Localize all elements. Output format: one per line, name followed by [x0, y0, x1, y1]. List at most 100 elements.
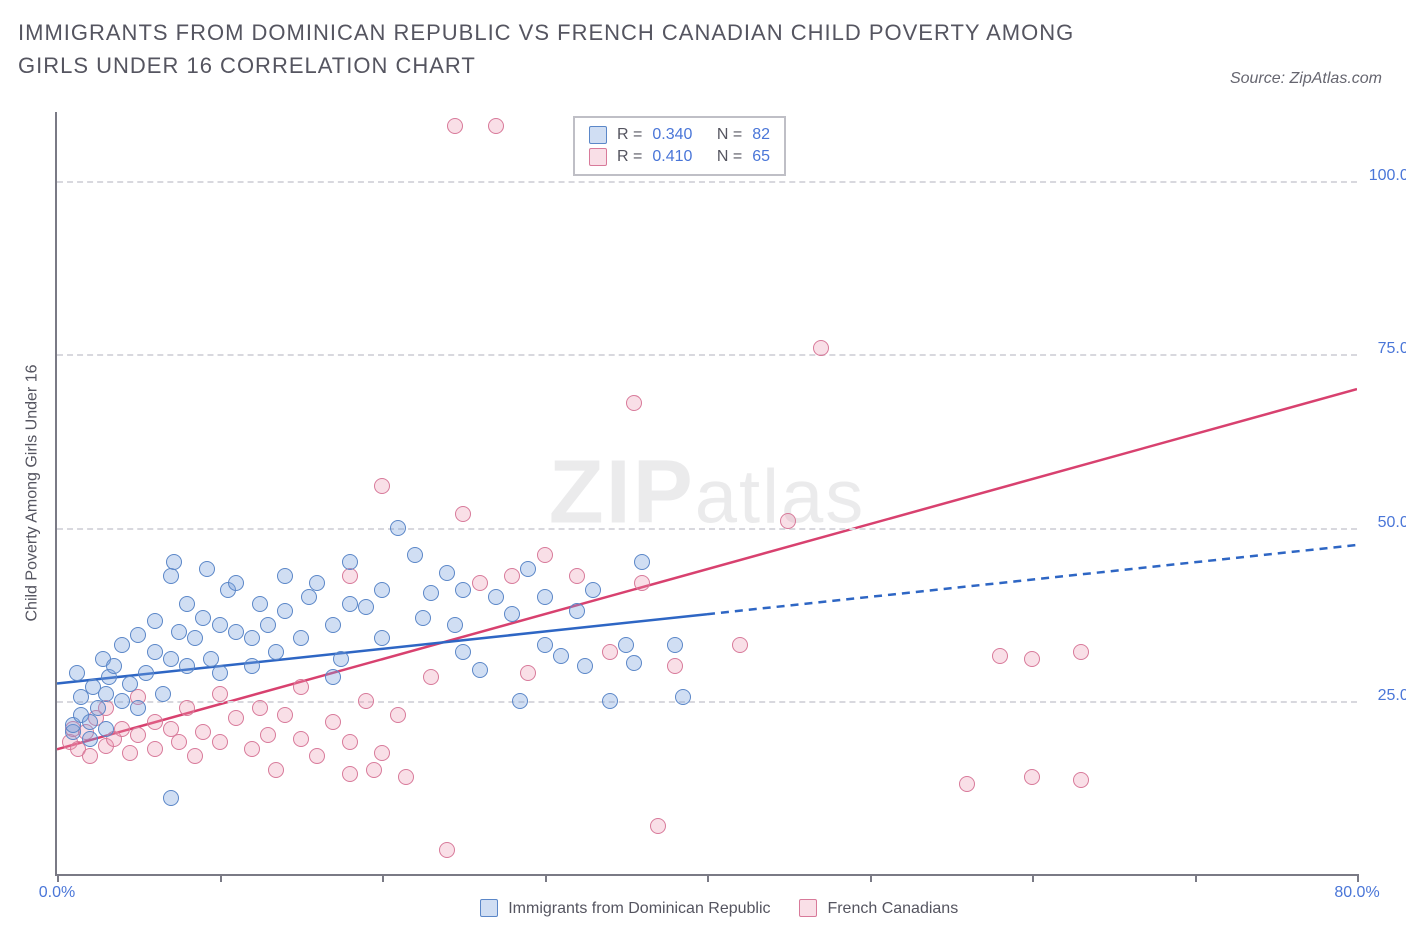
- data-point-b: [569, 568, 585, 584]
- data-point-a: [114, 637, 130, 653]
- data-point-b: [122, 745, 138, 761]
- data-point-b: [244, 741, 260, 757]
- data-point-a: [634, 554, 650, 570]
- data-point-b: [634, 575, 650, 591]
- data-point-b: [260, 727, 276, 743]
- data-point-a: [252, 596, 268, 612]
- data-point-a: [602, 693, 618, 709]
- data-point-b: [358, 693, 374, 709]
- x-tick-label: 80.0%: [1334, 884, 1379, 902]
- data-point-a: [675, 689, 691, 705]
- data-point-b: [277, 707, 293, 723]
- data-point-b: [992, 648, 1008, 664]
- x-tick: [57, 874, 59, 882]
- data-point-b: [447, 118, 463, 134]
- data-point-b: [293, 731, 309, 747]
- data-point-b: [342, 568, 358, 584]
- data-point-a: [90, 700, 106, 716]
- data-point-b: [537, 547, 553, 563]
- y-axis-label: Child Poverty Among Girls Under 16: [16, 112, 48, 874]
- data-point-b: [212, 686, 228, 702]
- data-point-a: [277, 603, 293, 619]
- x-tick-label: 0.0%: [39, 884, 75, 902]
- grid-line: [57, 181, 1357, 183]
- legend-stats-row-b: R = 0.410 N = 65: [589, 146, 770, 168]
- data-point-b: [268, 762, 284, 778]
- legend-bottom-swatch-b: [799, 899, 817, 917]
- data-point-a: [69, 665, 85, 681]
- y-tick-label: 50.0%: [1363, 514, 1406, 532]
- data-point-b: [650, 818, 666, 834]
- data-point-b: [1073, 644, 1089, 660]
- data-point-a: [163, 790, 179, 806]
- data-point-a: [537, 637, 553, 653]
- data-point-a: [228, 624, 244, 640]
- data-point-b: [780, 513, 796, 529]
- data-point-a: [138, 665, 154, 681]
- data-point-a: [244, 658, 260, 674]
- data-point-b: [212, 734, 228, 750]
- data-point-b: [504, 568, 520, 584]
- data-point-a: [342, 596, 358, 612]
- data-point-b: [147, 741, 163, 757]
- data-point-a: [187, 630, 203, 646]
- grid-line: [57, 528, 1357, 530]
- data-point-b: [114, 721, 130, 737]
- data-point-a: [130, 627, 146, 643]
- data-point-a: [553, 648, 569, 664]
- data-point-b: [293, 679, 309, 695]
- data-point-b: [171, 734, 187, 750]
- y-tick-label: 100.0%: [1363, 167, 1406, 185]
- data-point-a: [512, 693, 528, 709]
- data-point-a: [618, 637, 634, 653]
- legend-bottom-label-b: French Canadians: [827, 900, 958, 917]
- data-point-a: [106, 658, 122, 674]
- data-point-b: [195, 724, 211, 740]
- legend-bottom-label-a: Immigrants from Dominican Republic: [508, 900, 770, 917]
- data-point-a: [98, 721, 114, 737]
- data-point-a: [455, 644, 471, 660]
- data-point-a: [82, 731, 98, 747]
- legend-bottom: Immigrants from Dominican Republic Frenc…: [57, 899, 1357, 918]
- data-point-b: [374, 478, 390, 494]
- data-point-b: [252, 700, 268, 716]
- data-point-b: [82, 748, 98, 764]
- legend-swatch-b: [589, 148, 607, 166]
- data-point-b: [342, 766, 358, 782]
- data-point-a: [325, 617, 341, 633]
- legend-stats: R = 0.340 N = 82 R = 0.410 N = 65: [573, 116, 786, 176]
- data-point-a: [447, 617, 463, 633]
- legend-bottom-swatch-a: [480, 899, 498, 917]
- data-point-a: [504, 606, 520, 622]
- data-point-a: [374, 630, 390, 646]
- data-point-a: [342, 554, 358, 570]
- x-tick: [1032, 874, 1034, 882]
- data-point-a: [569, 603, 585, 619]
- data-point-a: [130, 700, 146, 716]
- data-point-a: [163, 651, 179, 667]
- data-point-a: [82, 714, 98, 730]
- data-point-a: [333, 651, 349, 667]
- data-point-a: [179, 596, 195, 612]
- data-point-a: [277, 568, 293, 584]
- data-point-a: [358, 599, 374, 615]
- data-point-b: [959, 776, 975, 792]
- data-point-b: [179, 700, 195, 716]
- data-point-b: [602, 644, 618, 660]
- data-point-a: [439, 565, 455, 581]
- data-point-a: [122, 676, 138, 692]
- data-point-a: [585, 582, 601, 598]
- data-point-b: [732, 637, 748, 653]
- x-tick: [382, 874, 384, 882]
- data-point-b: [147, 714, 163, 730]
- data-point-b: [342, 734, 358, 750]
- data-point-a: [147, 644, 163, 660]
- chart-title: IMMIGRANTS FROM DOMINICAN REPUBLIC VS FR…: [18, 16, 1146, 82]
- data-point-b: [520, 665, 536, 681]
- data-point-a: [325, 669, 341, 685]
- data-point-a: [212, 665, 228, 681]
- data-point-a: [199, 561, 215, 577]
- data-point-a: [147, 613, 163, 629]
- x-tick: [220, 874, 222, 882]
- data-point-a: [407, 547, 423, 563]
